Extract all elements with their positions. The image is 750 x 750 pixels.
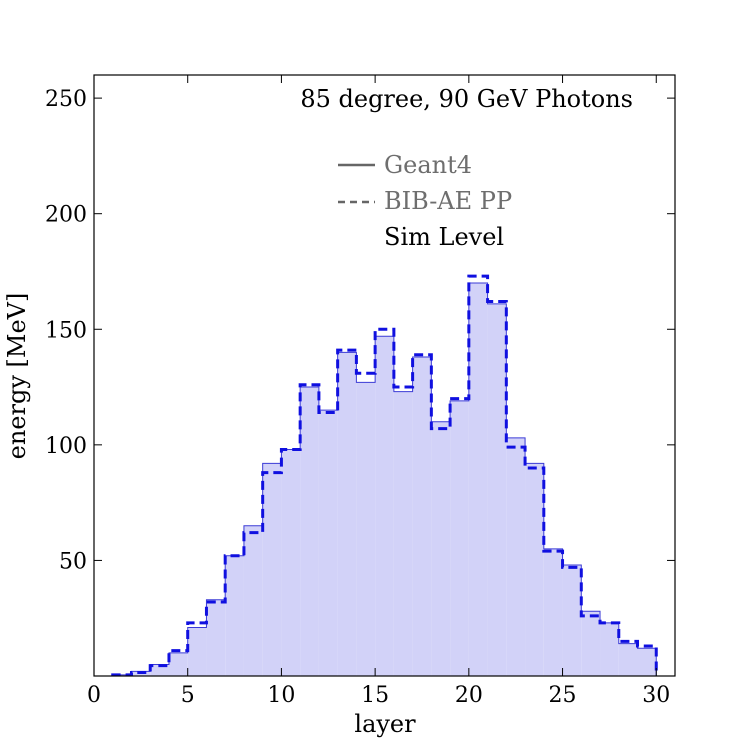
geant4-bar: [187, 627, 207, 676]
plot-frame: [93, 74, 676, 677]
geant4-bar: [300, 387, 319, 676]
x-axis-label: layer: [354, 710, 416, 738]
geant4-bar: [375, 336, 394, 676]
x-tick-label: 25: [549, 683, 577, 708]
geant4-bar: [525, 463, 544, 676]
y-axis-label: energy [MeV]: [3, 293, 31, 460]
geant4-bar: [618, 643, 638, 676]
x-tick-label: 30: [642, 683, 670, 708]
geant4-bar: [206, 599, 226, 676]
geant4-bar: [562, 565, 582, 676]
geant4-bar: [393, 391, 413, 676]
geant4-bar: [356, 382, 376, 676]
plot-area: [111, 274, 658, 677]
y-tick-label: 100: [45, 434, 87, 459]
geant4-bar: [412, 357, 432, 676]
geant4-outline: [112, 282, 657, 676]
bibae-outline: [111, 274, 658, 677]
geant4-bar: [487, 303, 507, 676]
geant4-bar: [468, 283, 488, 676]
geant4-bar: [243, 525, 263, 676]
geant4-bar: [543, 548, 563, 676]
geant4-bar: [168, 652, 188, 676]
x-tick-label: 15: [361, 683, 389, 708]
geant4-bar: [506, 437, 526, 676]
geant4-bar: [431, 421, 451, 676]
y-tick-label: 150: [45, 318, 87, 343]
geant4-bar: [600, 622, 619, 676]
legend-label-bibae: BIB-AE PP: [384, 187, 512, 215]
geant4-bar: [318, 410, 338, 676]
chart-annotation: 85 degree, 90 GeV Photons: [300, 85, 633, 113]
y-tick-label: 250: [45, 87, 87, 112]
geant4-bar: [337, 352, 357, 676]
x-tick-label: 5: [181, 683, 195, 708]
geant4-bar: [581, 611, 601, 676]
geant4-bar: [637, 648, 657, 676]
geant4-bar: [281, 449, 301, 676]
legend-label-geant4: Geant4: [384, 151, 472, 179]
x-tick-label: 10: [267, 683, 295, 708]
x-tick-label: 20: [455, 683, 483, 708]
legend: Geant4 BIB-AE PP Sim Level: [338, 151, 512, 251]
y-tick-label: 200: [45, 203, 87, 228]
geant4-bar: [450, 400, 469, 676]
legend-extra-sim-level: Sim Level: [384, 223, 504, 251]
x-tick-label: 0: [87, 683, 101, 708]
y-tick-label: 50: [59, 549, 87, 574]
geant4-bar: [262, 463, 282, 676]
axes: 0 5 10 15 20 25 30 50 100 150 200 250: [45, 74, 676, 708]
geant4-bar: [225, 555, 244, 676]
geant4-bar: [150, 664, 169, 676]
